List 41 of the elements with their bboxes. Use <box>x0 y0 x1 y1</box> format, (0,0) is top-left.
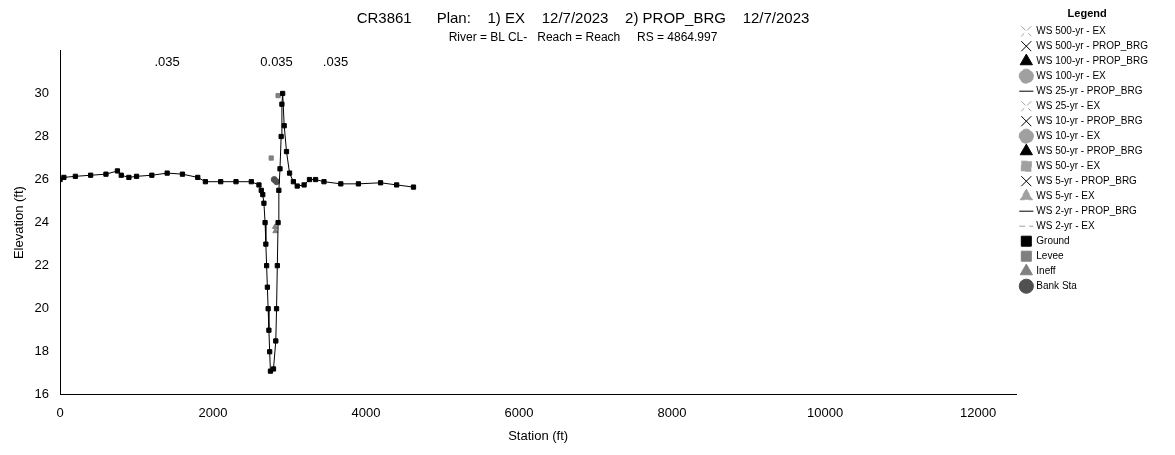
legend-label: WS 5-yr - PROP_BRG <box>1036 174 1138 186</box>
y-tick-label: 26 <box>34 171 50 187</box>
x-tick-label: 8000 <box>657 405 687 421</box>
y-axis-title: Elevation (ft) <box>11 186 27 260</box>
legend-label: Ineff <box>1036 264 1056 276</box>
y-tick-label: 24 <box>34 214 50 230</box>
legend-label: WS 50-yr - PROP_BRG <box>1036 144 1143 156</box>
legend-label: WS 25-yr - EX <box>1036 99 1101 111</box>
legend-label: WS 50-yr - EX <box>1036 159 1101 171</box>
x-tick-label: 2000 <box>198 405 228 421</box>
x-tick-label: 6000 <box>504 405 534 421</box>
annotation: .035 <box>154 54 180 70</box>
y-tick-label: 22 <box>34 257 50 273</box>
y-tick-label: 18 <box>34 343 50 359</box>
legend-label: WS 2-yr - PROP_BRG <box>1036 204 1138 216</box>
legend-label: WS 500-yr - EX <box>1036 24 1107 36</box>
annotation: 0.035 <box>260 54 293 70</box>
x-axis-title: Station (ft) <box>508 427 569 443</box>
y-tick-label: 30 <box>34 85 50 101</box>
chart-subtitle: River = BL CL- Reach = Reach RS = 4864.997 <box>448 29 718 44</box>
x-tick-label: 4000 <box>351 405 381 421</box>
legend-label: Levee <box>1036 249 1064 261</box>
chart-title: CR3861 Plan: 1) EX 12/7/2023 2) PROP_BRG 12/7/2023 <box>356 9 810 27</box>
y-tick-label: 20 <box>34 300 50 316</box>
x-tick-label: 10000 <box>806 405 844 421</box>
legend-label: WS 100-yr - PROP_BRG <box>1036 54 1149 66</box>
legend-label: WS 2-yr - EX <box>1036 219 1095 231</box>
x-tick-label: 12000 <box>959 405 997 421</box>
annotation: .035 <box>322 54 349 70</box>
y-tick-label: 28 <box>34 128 50 144</box>
legend-label: WS 500-yr - PROP_BRG <box>1036 39 1149 51</box>
legend-label: WS 5-yr - EX <box>1036 189 1095 201</box>
legend-label: Ground <box>1036 234 1070 246</box>
legend-label: Bank Sta <box>1036 279 1078 291</box>
legend-label: WS 25-yr - PROP_BRG <box>1036 84 1143 96</box>
legend-label: WS 100-yr - EX <box>1036 69 1107 81</box>
y-tick-label: 16 <box>34 386 50 402</box>
legend-title: Legend <box>1067 6 1107 19</box>
legend-label: WS 10-yr - PROP_BRG <box>1036 114 1143 126</box>
x-tick-label: 0 <box>56 405 64 421</box>
legend-label: WS 10-yr - EX <box>1036 129 1101 141</box>
